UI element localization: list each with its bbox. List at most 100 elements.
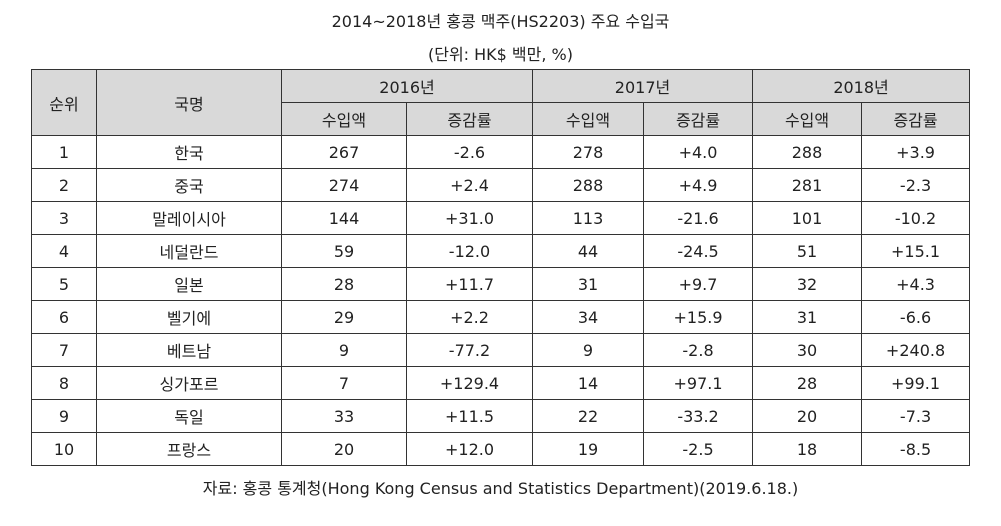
table-row: 10 프랑스 20 +12.0 19 -2.5 18 -8.5 — [31, 432, 971, 466]
header-rank: 순위 — [31, 69, 97, 136]
table-row: 4 네덜란드 59 -12.0 44 -24.5 51 +15.1 — [31, 234, 971, 268]
import-2017-cell: 34 — [532, 300, 645, 334]
growth-2017-cell: +9.7 — [643, 267, 754, 301]
table-row: 6 벨기에 29 +2.2 34 +15.9 31 -6.6 — [31, 300, 971, 334]
import-2018-cell: 281 — [752, 168, 863, 202]
growth-2016-cell: +31.0 — [405, 201, 534, 235]
country-cell: 일본 — [96, 267, 282, 301]
import-2018-cell: 20 — [752, 399, 863, 433]
import-2017-cell: 44 — [532, 234, 645, 268]
import-2018-cell: 101 — [752, 201, 863, 235]
rank-cell: 3 — [31, 201, 97, 235]
import-2016-cell: 29 — [281, 300, 407, 334]
growth-2017-cell: -33.2 — [643, 399, 754, 433]
country-cell: 독일 — [96, 399, 282, 433]
rank-cell: 2 — [31, 168, 97, 202]
table-row: 1 한국 267 -2.6 278 +4.0 288 +3.9 — [31, 135, 971, 169]
header-year-2017: 2017년 — [532, 69, 754, 103]
growth-2016-cell: +2.4 — [405, 168, 534, 202]
growth-2016-cell: +11.7 — [405, 267, 534, 301]
import-2017-cell: 113 — [532, 201, 645, 235]
import-2018-cell: 51 — [752, 234, 863, 268]
header-year-2018: 2018년 — [752, 69, 971, 103]
import-2017-cell: 22 — [532, 399, 645, 433]
growth-2018-cell: -8.5 — [861, 432, 971, 466]
import-2016-cell: 33 — [281, 399, 407, 433]
growth-2018-cell: -10.2 — [861, 201, 971, 235]
growth-2016-cell: -77.2 — [405, 333, 534, 367]
country-cell: 벨기에 — [96, 300, 282, 334]
import-2017-cell: 31 — [532, 267, 645, 301]
growth-2017-cell: -24.5 — [643, 234, 754, 268]
import-2018-cell: 18 — [752, 432, 863, 466]
header-row-years: 순위 국명 2016년 2017년 2018년 — [31, 69, 971, 136]
growth-2018-cell: +99.1 — [861, 366, 971, 400]
growth-2018-cell: +4.3 — [861, 267, 971, 301]
growth-2018-cell: +15.1 — [861, 234, 971, 268]
growth-2018-cell: -6.6 — [861, 300, 971, 334]
import-2016-cell: 267 — [281, 135, 407, 169]
growth-2017-cell: +4.0 — [643, 135, 754, 169]
rank-cell: 4 — [31, 234, 97, 268]
country-cell: 프랑스 — [96, 432, 282, 466]
growth-2016-cell: -2.6 — [405, 135, 534, 169]
import-2017-cell: 19 — [532, 432, 645, 466]
country-cell: 싱가포르 — [96, 366, 282, 400]
import-2018-cell: 288 — [752, 135, 863, 169]
rank-cell: 10 — [31, 432, 97, 466]
header-import-value: 수입액 — [752, 102, 863, 136]
import-2017-cell: 14 — [532, 366, 645, 400]
growth-2017-cell: -21.6 — [643, 201, 754, 235]
country-cell: 베트남 — [96, 333, 282, 367]
rank-cell: 7 — [31, 333, 97, 367]
growth-2018-cell: +240.8 — [861, 333, 971, 367]
table-title: 2014~2018년 홍콩 맥주(HS2203) 주요 수입국 — [331, 12, 670, 31]
header-row-sub: 수입액 증감률 수입액 증감률 수입액 증감률 — [32, 102, 971, 136]
growth-2016-cell: +12.0 — [405, 432, 534, 466]
country-cell: 중국 — [96, 168, 282, 202]
rank-cell: 1 — [31, 135, 97, 169]
growth-2018-cell: +3.9 — [861, 135, 971, 169]
import-2016-cell: 28 — [281, 267, 407, 301]
table-row: 8 싱가포르 7 +129.4 14 +97.1 28 +99.1 — [31, 366, 971, 400]
growth-2017-cell: +15.9 — [643, 300, 754, 334]
import-2018-cell: 31 — [752, 300, 863, 334]
rank-cell: 5 — [31, 267, 97, 301]
rank-cell: 9 — [31, 399, 97, 433]
country-cell: 한국 — [96, 135, 282, 169]
import-2016-cell: 274 — [281, 168, 407, 202]
growth-2016-cell: +11.5 — [405, 399, 534, 433]
growth-2017-cell: +97.1 — [643, 366, 754, 400]
import-2016-cell: 7 — [281, 366, 407, 400]
import-2017-cell: 278 — [532, 135, 645, 169]
import-2018-cell: 32 — [752, 267, 863, 301]
growth-2018-cell: -7.3 — [861, 399, 971, 433]
import-2017-cell: 9 — [532, 333, 645, 367]
rank-cell: 8 — [31, 366, 97, 400]
header-country: 국명 — [96, 69, 282, 136]
growth-2017-cell: +4.9 — [643, 168, 754, 202]
growth-2016-cell: -12.0 — [405, 234, 534, 268]
import-2017-cell: 288 — [532, 168, 645, 202]
import-2016-cell: 9 — [281, 333, 407, 367]
header-import-value: 수입액 — [281, 102, 407, 136]
header-growth-rate: 증감률 — [861, 102, 971, 136]
import-2016-cell: 20 — [281, 432, 407, 466]
unit-label: (단위: HK$ 백만, %) — [427, 45, 573, 64]
table-row: 3 말레이시아 144 +31.0 113 -21.6 101 -10.2 — [31, 201, 971, 235]
header-import-value: 수입액 — [532, 102, 645, 136]
growth-2017-cell: -2.8 — [643, 333, 754, 367]
table-row: 5 일본 28 +11.7 31 +9.7 32 +4.3 — [31, 267, 971, 301]
table-row: 7 베트남 9 -77.2 9 -2.8 30 +240.8 — [31, 333, 971, 367]
import-2016-cell: 59 — [281, 234, 407, 268]
import-table: 순위 국명 2016년 2017년 2018년 수입액 증감률 수입액 증감률 … — [31, 69, 971, 466]
growth-2018-cell: -2.3 — [861, 168, 971, 202]
import-2016-cell: 144 — [281, 201, 407, 235]
header-growth-rate: 증감률 — [405, 102, 534, 136]
rank-cell: 6 — [31, 300, 97, 334]
import-2018-cell: 28 — [752, 366, 863, 400]
table-row: 9 독일 33 +11.5 22 -33.2 20 -7.3 — [31, 399, 971, 433]
growth-2017-cell: -2.5 — [643, 432, 754, 466]
header-year-2016: 2016년 — [280, 69, 534, 103]
source-note: 자료: 홍콩 통계청(Hong Kong Census and Statisti… — [202, 479, 799, 498]
